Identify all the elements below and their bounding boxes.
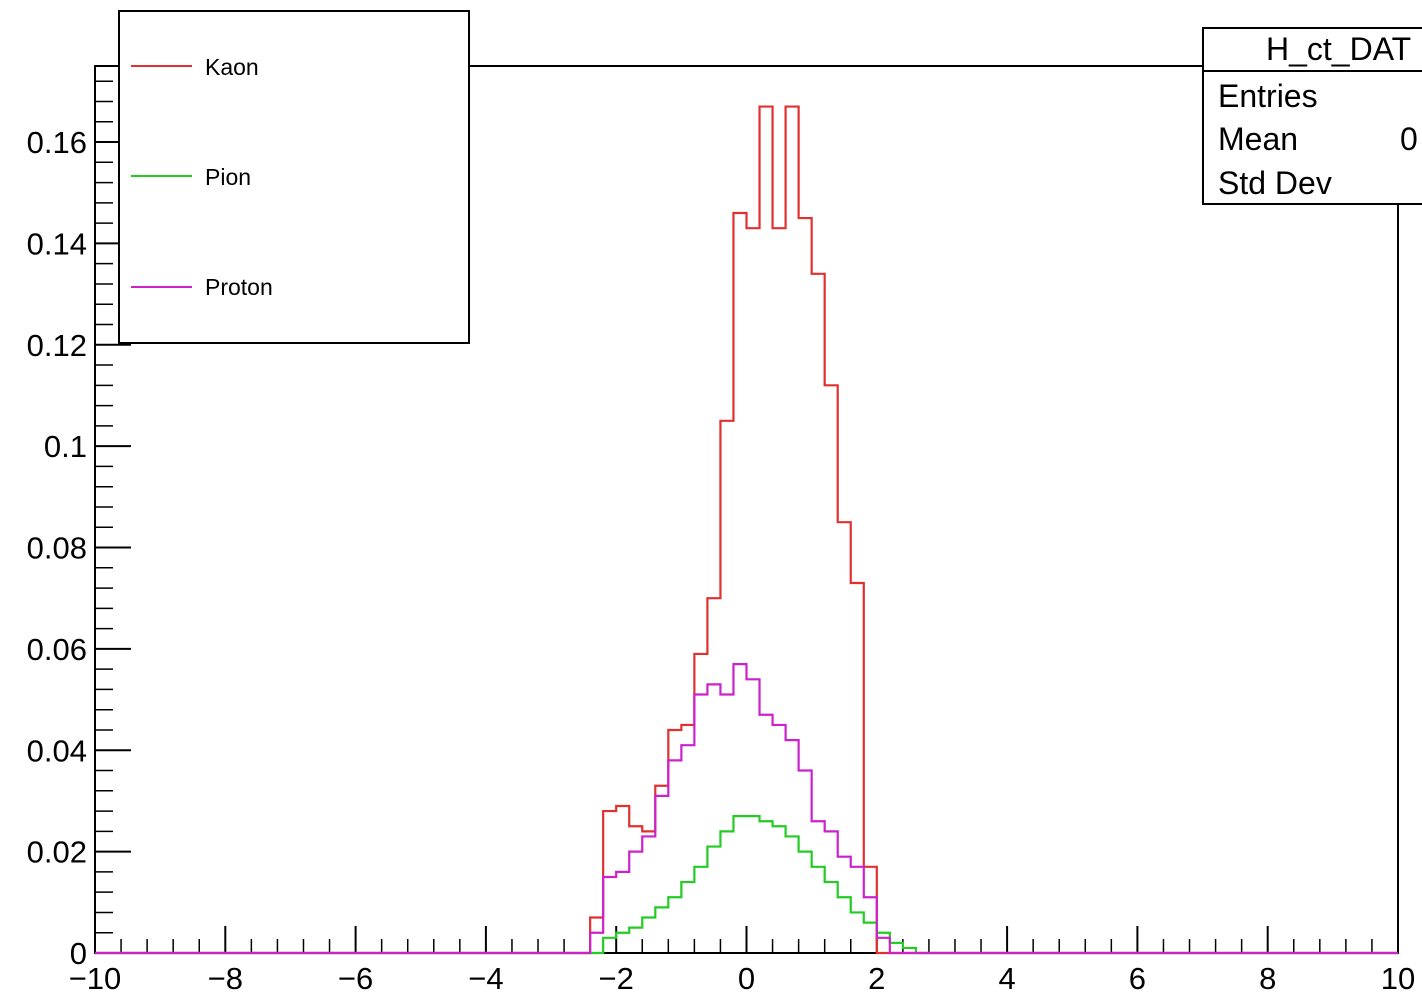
legend: Kaon Pion Proton (118, 10, 470, 344)
series-kaon-histogram (95, 105, 1398, 955)
y-tick-label: 0.14 (27, 226, 87, 261)
x-tick-label: 0 (738, 961, 755, 994)
series-proton-histogram (95, 662, 1398, 955)
axes-layer: 0 0.02 0.04 0.06 0.08 0.1 0.12 0.14 0.16 −10 −8 −6 −… (27, 65, 1415, 996)
stats-box-title: H_ct_DAT (1266, 31, 1411, 67)
y-tick-label: 0.12 (27, 328, 87, 363)
y-tick-label: 0.06 (27, 632, 87, 667)
x-tick-label: −2 (599, 961, 634, 994)
y-tick-label: 0.16 (27, 125, 87, 160)
legend-entry-pion: Pion (131, 164, 251, 190)
y-tick-label: 0.1 (44, 429, 87, 464)
y-tick-label: 0.02 (27, 835, 87, 870)
stats-row-mean: Mean (1218, 121, 1298, 157)
x-tick-label: 2 (868, 961, 885, 994)
y-tick-label: 0 (70, 936, 87, 971)
x-tick-label: 8 (1259, 961, 1276, 994)
x-tick-label: −8 (208, 961, 243, 994)
legend-label-proton: Proton (205, 274, 273, 300)
legend-entry-kaon: Kaon (131, 54, 259, 80)
x-tick-label: 10 (1381, 961, 1415, 994)
legend-label-kaon: Kaon (205, 54, 259, 80)
y-tick-label: 0.08 (27, 531, 87, 566)
stats-mean-value: 0 (1400, 121, 1418, 157)
stats-row-stddev: Std Dev (1218, 165, 1332, 201)
series-pion-histogram (95, 815, 1398, 955)
legend-entry-proton: Proton (131, 274, 273, 300)
y-tick-label: 0.04 (27, 733, 87, 768)
series-layer (95, 105, 1398, 955)
x-tick-label: −10 (69, 961, 122, 994)
x-tick-label: −4 (468, 961, 503, 994)
stats-box-frame (1202, 27, 1422, 205)
stats-row-entries: Entries (1218, 78, 1318, 114)
x-tick-label: 6 (1129, 961, 1146, 994)
legend-label-pion: Pion (205, 164, 251, 190)
stats-box: H_ct_DAT Entries Mean 0 Std Dev (1202, 27, 1422, 205)
x-tick-label: 4 (998, 961, 1015, 994)
x-tick-label: −6 (338, 961, 373, 994)
